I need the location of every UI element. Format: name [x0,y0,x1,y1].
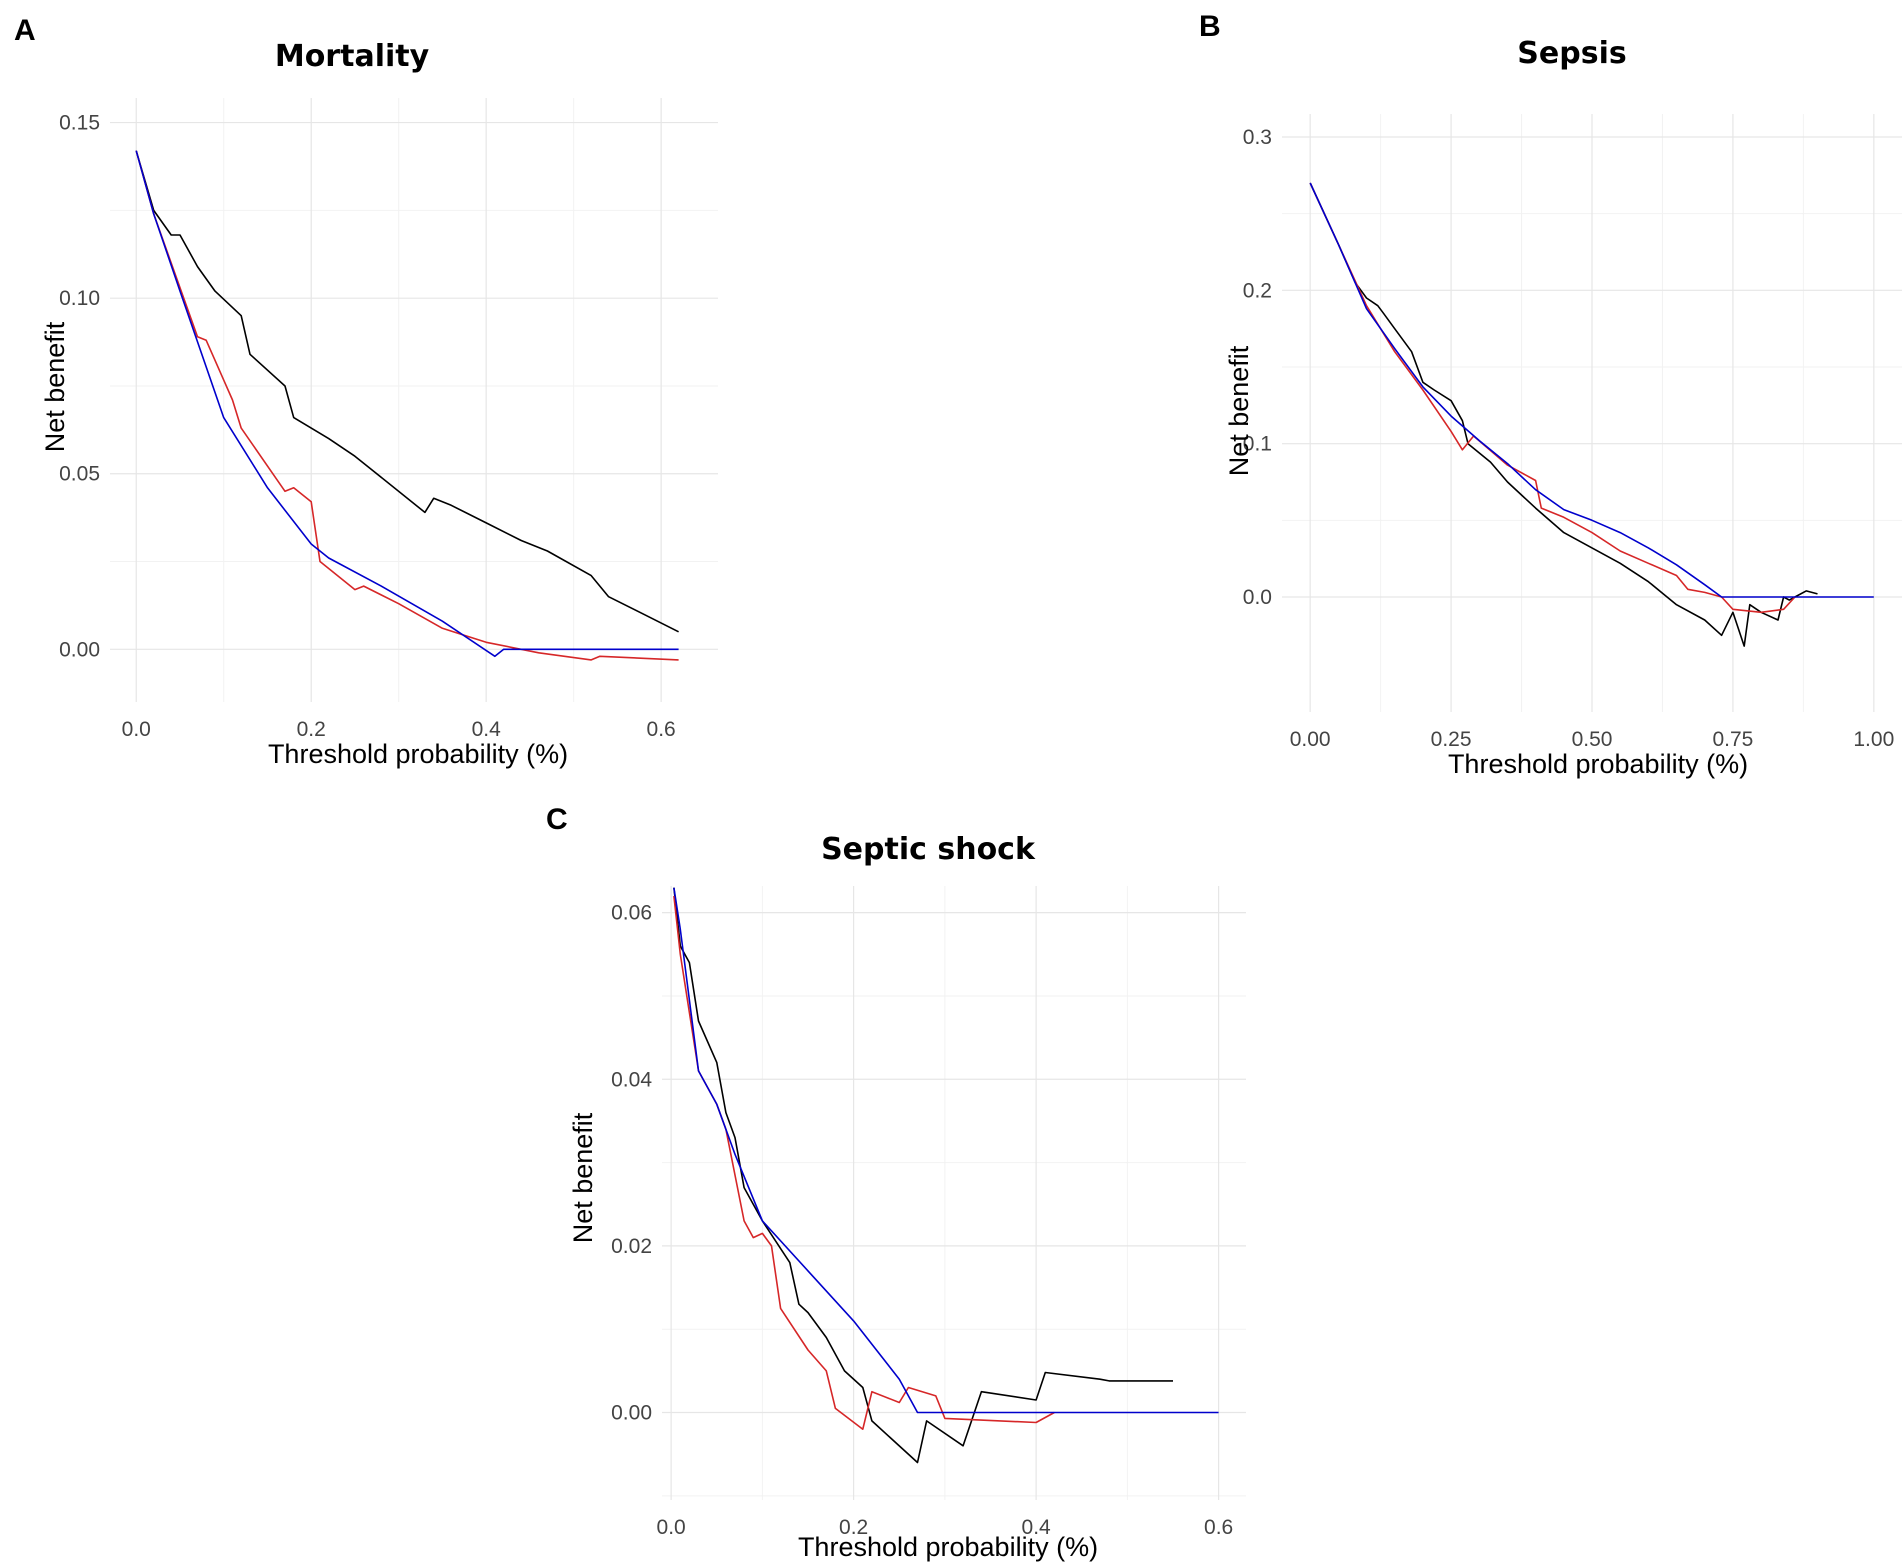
y-axis-label-mortality: Net benefit [40,321,70,452]
chart-title-septic-shock: Septic shock [821,832,1036,867]
panel-letter-a: A [14,14,36,47]
sepsis-series-black-line [1309,182,1818,647]
mortality-series-blue-line [135,150,679,658]
septic-shock-series-black-line [673,887,1173,1464]
x-axis-label-sepsis: Threshold probability (%) [1448,749,1748,779]
chart-title-mortality: Mortality [275,39,430,74]
septic-shock-x-tick-label: 0.6 [1204,1516,1233,1539]
septic-shock-y-tick-label: 0.02 [611,1235,652,1258]
septic-shock-x-tick-label: 0.2 [839,1516,868,1539]
mortality-x-tick-label: 0.2 [297,718,326,741]
sepsis-x-tick-label: 0.25 [1431,728,1472,751]
septic-shock-series-blue-line [673,887,1219,1414]
septic-shock-y-tick-label: 0.04 [611,1068,652,1091]
panel-letter-b: B [1199,10,1221,43]
chart-title-sepsis: Sepsis [1517,36,1626,71]
x-axis-label-septic-shock: Threshold probability (%) [798,1532,1098,1562]
mortality-series-black-line [135,150,679,633]
septic-shock-y-tick-label: 0.00 [611,1402,652,1425]
x-axis-label-mortality: Threshold probability (%) [268,739,568,769]
y-axis-label-septic-shock: Net benefit [568,1112,598,1243]
mortality-series-red-line [135,150,679,661]
sepsis-y-tick-label: 0.3 [1243,126,1272,149]
panel-septic-shock: C Septic shock 0.0 0.2 0.4 0.6 0.00 0.02 0.04 0… [546,803,1246,1562]
mortality-y-tick-label: 0.00 [59,638,100,661]
mortality-x-tick-label: 0.6 [647,718,676,741]
septic-shock-x-tick-label: 0.4 [1022,1516,1052,1539]
mortality-y-tick-label: 0.15 [59,112,100,135]
sepsis-y-tick-label: 0.2 [1243,279,1272,302]
septic-shock-y-tick-label: 0.06 [611,902,652,925]
panel-sepsis: B Sepsis 0.00 0.25 0.50 0.75 1.00 0.0 0.1 0.2 0.… [1199,10,1902,779]
mortality-y-tick-label: 0.10 [59,287,100,310]
panel-mortality: A Mortality 0.0 0.2 0.4 0.6 0.00 0.05 0.10 0.15… [14,14,718,769]
septic-shock-x-tick-label: 0.0 [657,1516,686,1539]
sepsis-series-red-line [1309,182,1796,614]
sepsis-x-tick-label: 0.75 [1712,728,1753,751]
mortality-x-tick-label: 0.4 [472,718,502,741]
panel-letter-c: C [546,803,568,836]
sepsis-y-tick-label: 0.0 [1243,586,1272,609]
sepsis-y-tick-label: 0.1 [1243,433,1272,456]
sepsis-x-tick-label: 0.50 [1572,728,1613,751]
sepsis-x-tick-label: 0.00 [1290,728,1331,751]
mortality-x-tick-label: 0.0 [122,718,151,741]
sepsis-series-blue-line [1309,182,1874,598]
y-axis-label-sepsis: Net benefit [1224,345,1254,476]
sepsis-x-tick-label: 1.00 [1853,728,1894,751]
mortality-y-tick-label: 0.05 [59,463,100,486]
